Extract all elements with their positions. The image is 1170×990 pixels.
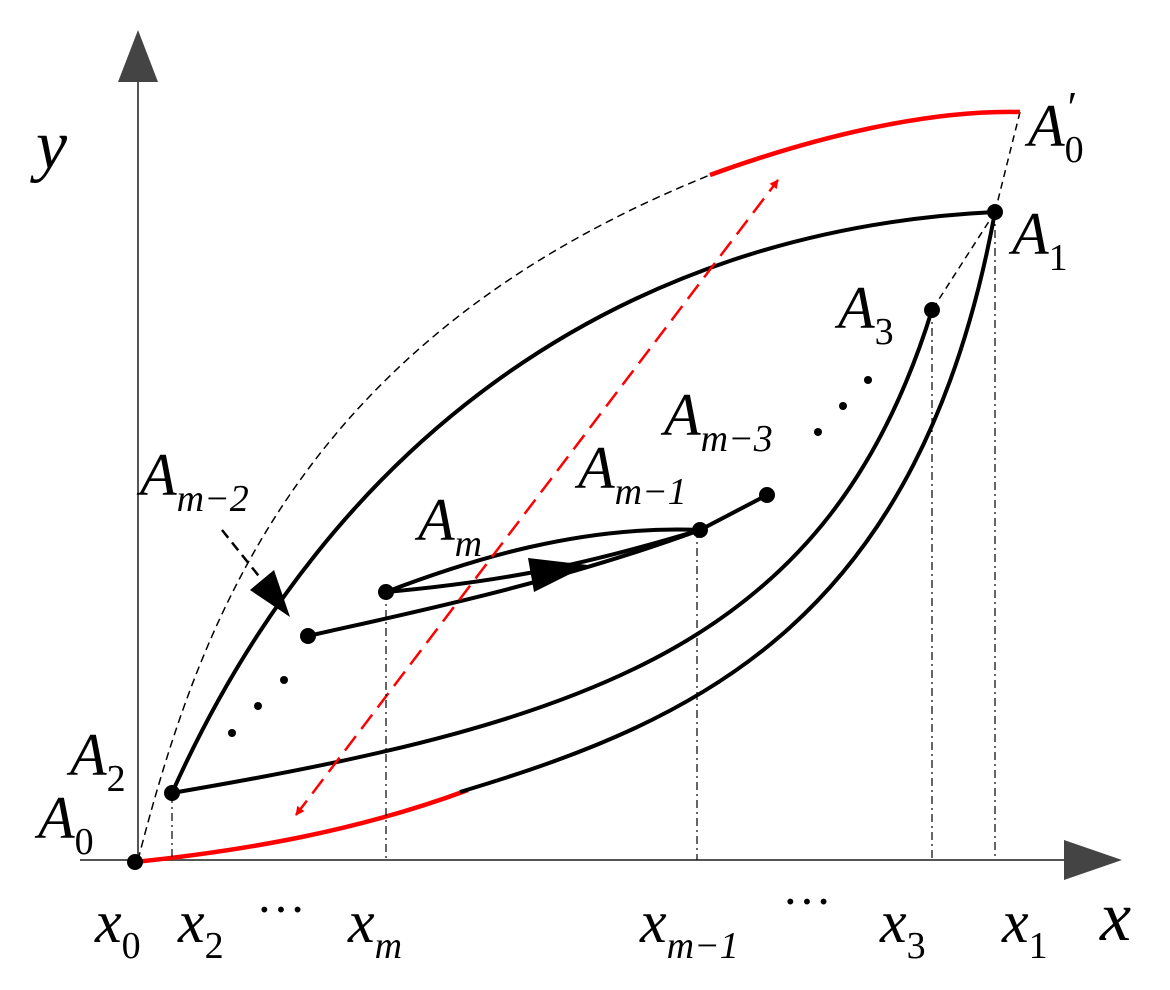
point-a0 xyxy=(127,854,143,870)
curve-a0-a1 xyxy=(459,211,997,794)
label-a3: A3 xyxy=(834,275,894,353)
ellipsis-dot xyxy=(864,376,872,384)
label-a2: A2 xyxy=(66,722,126,800)
label-a0: A0 xyxy=(34,785,94,863)
ellipsis-dot xyxy=(839,402,847,410)
tick-x3: x3 xyxy=(879,889,926,967)
tick-ellipsis-left: ··· xyxy=(256,881,306,937)
point-am2 xyxy=(300,628,316,644)
y-axis-label: y xyxy=(30,107,68,184)
label-am1: Am−1 xyxy=(574,435,687,513)
red-double-arrow xyxy=(295,179,779,816)
point-am1 xyxy=(692,522,708,538)
ellipsis-dot xyxy=(280,676,288,684)
red-upper-segment xyxy=(709,109,1021,178)
axes xyxy=(80,30,1122,880)
point-am xyxy=(378,584,394,600)
tick-xm1: xm−1 xyxy=(639,889,739,967)
x-axis-label: x xyxy=(1099,879,1131,956)
label-a0-prime: A0′ xyxy=(1024,83,1084,171)
point-a3 xyxy=(924,302,940,318)
envelope-dashed-right xyxy=(994,111,1021,213)
tick-x2: x2 xyxy=(177,889,224,967)
label-am: Am xyxy=(414,487,482,565)
point-am3 xyxy=(759,487,775,503)
ellipsis-dot xyxy=(228,729,236,737)
y-axis-arrowhead xyxy=(118,30,158,82)
point-a2 xyxy=(164,785,180,801)
red-lower-segment xyxy=(134,787,469,865)
point-a1 xyxy=(987,204,1003,220)
a1-a3-dashed xyxy=(931,211,996,311)
am2-pointer-arrow xyxy=(221,529,263,581)
curve-a2-a3 xyxy=(171,309,934,795)
tick-ellipsis-right: ··· xyxy=(782,873,832,929)
label-am2: Am−2 xyxy=(136,442,249,520)
tick-x1: x1 xyxy=(1001,889,1048,967)
am2-pointer-arrowhead xyxy=(250,570,290,617)
x-axis-arrowhead xyxy=(1064,840,1122,880)
ellipsis-dot xyxy=(254,702,262,710)
tick-x0: x0 xyxy=(94,889,141,967)
ellipsis-dot xyxy=(814,428,822,436)
tick-xm: xm xyxy=(347,889,402,967)
label-am3: Am−3 xyxy=(660,382,773,460)
label-a1: A1 xyxy=(1008,201,1068,279)
